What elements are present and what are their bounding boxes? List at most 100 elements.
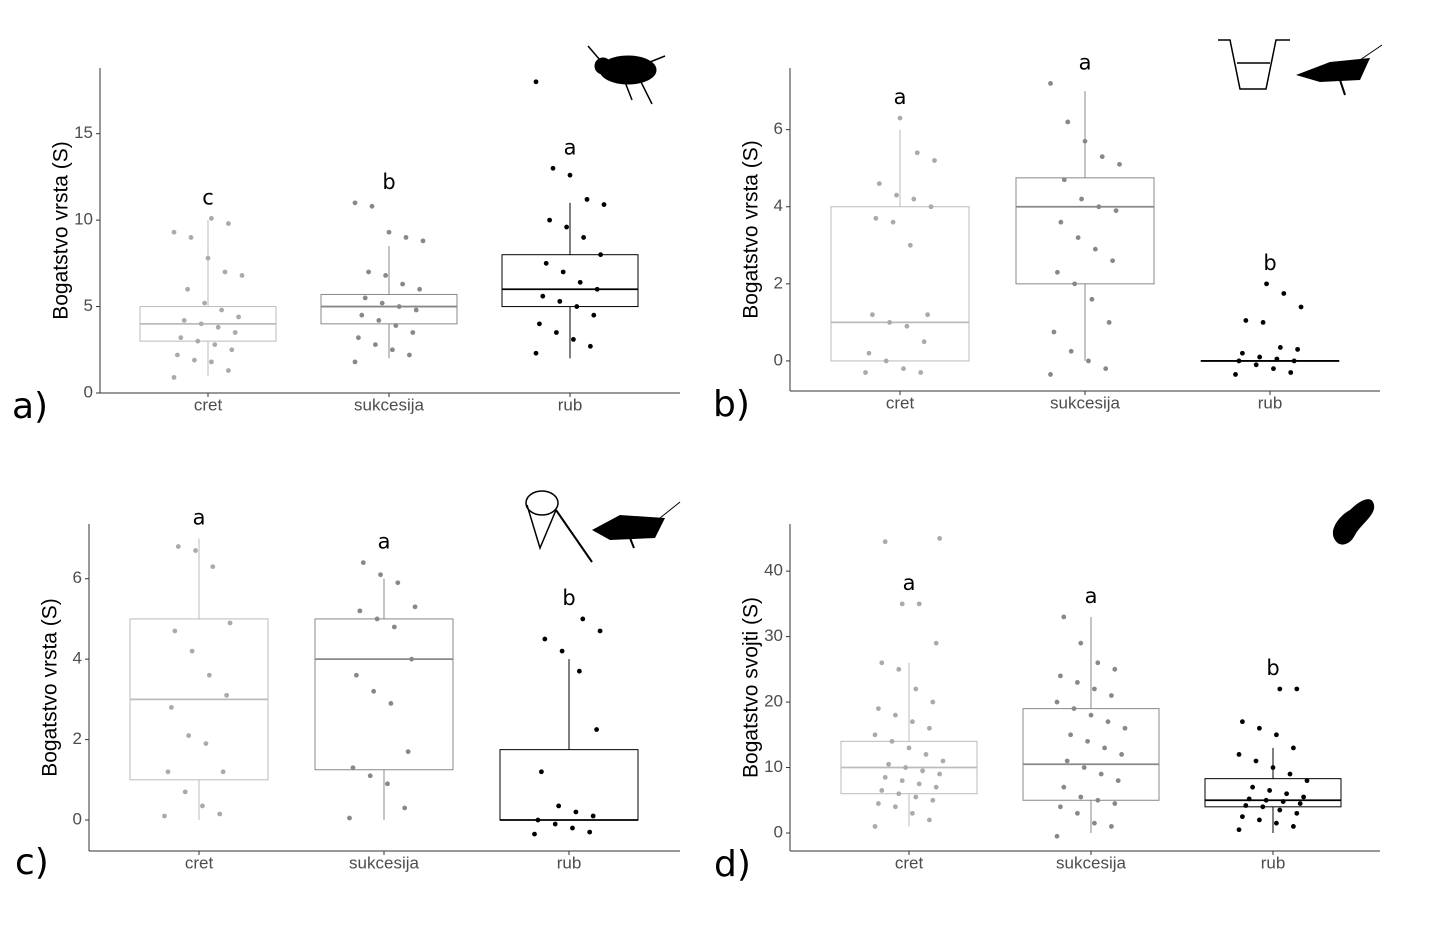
data-point: [410, 330, 416, 335]
significance-letter: a: [564, 135, 577, 159]
x-tick-label: rub: [1261, 853, 1286, 872]
data-point: [226, 221, 231, 226]
data-point: [1115, 778, 1121, 784]
data-point: [899, 778, 905, 784]
data-point: [907, 242, 913, 248]
data-point: [910, 810, 915, 816]
data-point: [374, 616, 380, 622]
panel-label: c): [15, 842, 49, 883]
data-point: [597, 628, 603, 634]
data-point: [930, 797, 936, 803]
data-point: [229, 347, 235, 353]
data-point: [928, 204, 934, 210]
data-point: [537, 321, 542, 327]
data-point: [577, 279, 583, 285]
data-point: [178, 335, 184, 341]
data-point: [581, 235, 586, 240]
data-point: [1287, 771, 1293, 777]
x-tick-label: sukcesija: [349, 853, 419, 872]
data-point: [420, 238, 426, 244]
data-point: [588, 343, 593, 349]
data-point: [1092, 686, 1097, 692]
data-point: [927, 817, 932, 823]
panel-label: b): [713, 384, 750, 425]
data-point: [896, 666, 902, 672]
data-point: [1048, 81, 1053, 86]
data-point: [403, 235, 409, 240]
data-point: [1061, 784, 1067, 790]
data-point: [873, 215, 879, 221]
data-point: [1075, 235, 1081, 240]
data-point: [925, 312, 930, 318]
y-tick-label: 4: [73, 649, 82, 668]
data-point: [1274, 732, 1279, 738]
data-point: [182, 789, 188, 795]
x-tick-label: sukcesija: [1056, 853, 1126, 872]
data-point: [897, 115, 903, 121]
y-tick-label: 10: [74, 210, 93, 229]
data-point: [1240, 814, 1245, 820]
data-point: [594, 286, 600, 292]
x-tick-label: sukcesija: [354, 395, 424, 414]
data-point: [894, 192, 899, 198]
data-point: [185, 286, 191, 292]
data-point: [395, 580, 401, 586]
data-point: [913, 686, 919, 692]
data-point: [921, 339, 927, 345]
data-point: [1110, 258, 1115, 264]
data-point: [882, 539, 888, 545]
beetle-icon: [587, 45, 666, 105]
data-point: [209, 215, 214, 221]
data-point: [1099, 154, 1105, 160]
data-point: [1117, 161, 1122, 167]
data-point: [927, 725, 932, 731]
y-axis-label: Bogatstvo vrsta (S): [50, 141, 73, 320]
data-point: [1291, 824, 1296, 829]
y-tick-label: 0: [774, 822, 783, 841]
data-point: [236, 314, 242, 320]
data-point: [1112, 801, 1118, 806]
y-tick-label: 0: [73, 810, 82, 829]
significance-letter: a: [894, 85, 907, 109]
y-tick-label: 10: [764, 757, 783, 776]
data-point: [205, 255, 211, 261]
data-point: [1277, 686, 1283, 692]
data-point: [1061, 177, 1067, 183]
y-tick-label: 2: [73, 729, 82, 748]
data-point: [580, 616, 586, 622]
data-point: [1260, 804, 1266, 810]
y-tick-label: 2: [774, 273, 783, 292]
data-point: [1078, 640, 1084, 646]
data-point: [1263, 797, 1269, 803]
data-point: [584, 196, 590, 202]
significance-letter: a: [1079, 50, 1092, 74]
data-point: [1288, 370, 1294, 375]
data-point: [1109, 824, 1114, 829]
data-point: [1058, 804, 1063, 810]
data-point: [357, 608, 363, 614]
data-point: [896, 791, 902, 797]
data-point: [1297, 801, 1303, 806]
box: [499, 749, 639, 821]
data-point: [1072, 281, 1078, 287]
data-point: [1274, 820, 1279, 826]
data-point: [352, 200, 358, 206]
data-point: [383, 273, 388, 278]
data-point: [1301, 794, 1306, 800]
data-point: [212, 342, 218, 347]
data-point: [916, 601, 922, 607]
data-point: [386, 229, 392, 235]
data-point: [232, 330, 238, 335]
data-point: [200, 803, 205, 809]
data-point: [224, 692, 230, 698]
data-point: [209, 359, 214, 365]
data-point: [1240, 719, 1245, 725]
data-point: [540, 293, 546, 299]
data-point: [171, 229, 177, 235]
data-point: [417, 286, 422, 292]
data-point: [1054, 699, 1060, 705]
data-point: [1068, 732, 1073, 738]
data-point: [412, 604, 418, 610]
data-point: [890, 219, 896, 225]
